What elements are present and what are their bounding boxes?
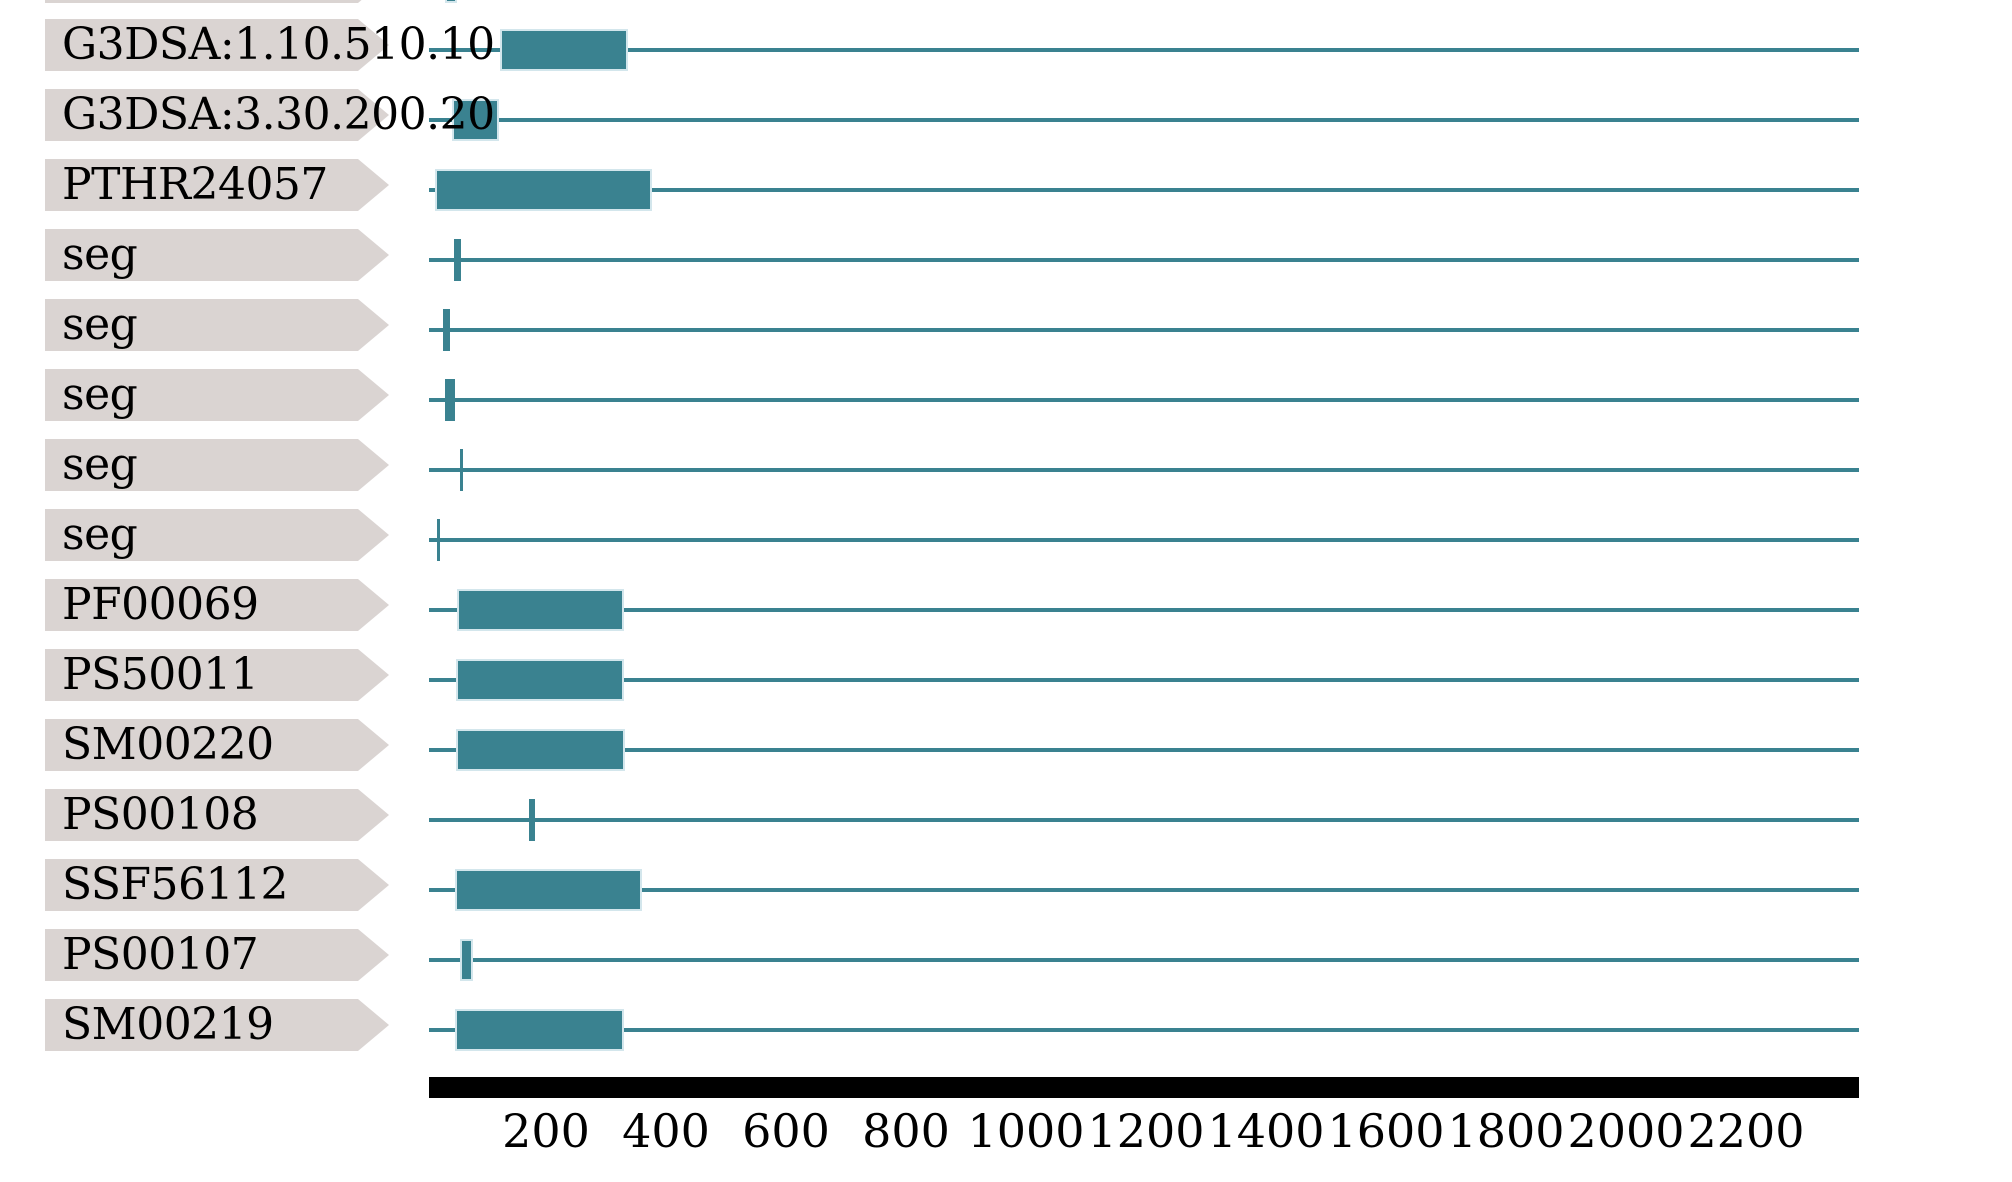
axis-tick-label: 1400 [1207, 1104, 1325, 1158]
feature-source-pill[interactable] [45, 579, 389, 631]
sequence-line [429, 888, 1859, 892]
axis-tick-label: 1000 [967, 1104, 1085, 1158]
feature-source-label: seg [62, 439, 138, 490]
feature-source-pill[interactable] [45, 0, 389, 3]
feature-box[interactable] [435, 169, 653, 211]
feature-source-label: PS50011 [62, 649, 259, 700]
axis-bar [429, 1077, 1859, 1098]
axis-tick-label: 1600 [1327, 1104, 1445, 1158]
feature-source-label: SSF56112 [62, 859, 289, 910]
feature-source-label: G3DSA:3.30.200.20 [62, 89, 495, 140]
feature-source-pill[interactable] [45, 999, 389, 1051]
feature-source-pill[interactable] [45, 649, 389, 701]
sequence-line [429, 118, 1859, 122]
feature-tick[interactable] [460, 449, 464, 491]
sequence-line [429, 48, 1859, 52]
feature-source-pill[interactable] [45, 509, 389, 561]
feature-source-pill[interactable] [45, 159, 389, 211]
feature-tick[interactable] [436, 519, 440, 561]
feature-box[interactable] [451, 99, 500, 141]
feature-source-pill[interactable] [45, 299, 389, 351]
sequence-line [429, 748, 1859, 752]
feature-box[interactable] [459, 939, 474, 981]
sequence-line [429, 468, 1859, 472]
sequence-line [429, 1028, 1859, 1032]
feature-source-label: SM00219 [62, 999, 274, 1050]
feature-source-pill[interactable] [45, 439, 389, 491]
sequence-line [429, 958, 1859, 962]
axis-tick-label: 400 [622, 1104, 710, 1158]
feature-source-pill[interactable] [45, 369, 389, 421]
sequence-line [429, 328, 1859, 332]
axis-tick-label: 2200 [1687, 1104, 1805, 1158]
feature-source-pill[interactable] [45, 719, 389, 771]
axis-tick-label: 1200 [1087, 1104, 1205, 1158]
sequence-line [429, 188, 1859, 192]
feature-source-pill[interactable] [45, 789, 389, 841]
feature-box[interactable] [454, 1009, 624, 1051]
feature-source-label: seg [62, 509, 138, 560]
feature-source-pill[interactable] [45, 89, 389, 141]
feature-source-pill[interactable] [45, 929, 389, 981]
feature-box[interactable] [456, 659, 624, 701]
axis-tick-label: 200 [502, 1104, 590, 1158]
axis-tick-label: 600 [742, 1104, 830, 1158]
sequence-line [429, 818, 1859, 822]
feature-source-pill[interactable] [45, 19, 389, 71]
feature-tick[interactable] [442, 309, 450, 351]
sequence-line [429, 608, 1859, 612]
feature-source-label: G3DSA:1.10.510.10 [62, 19, 495, 70]
axis-tick-label: 800 [862, 1104, 950, 1158]
feature-source-label: PTHR24057 [62, 159, 328, 210]
feature-box[interactable] [454, 869, 642, 911]
sequence-line [429, 678, 1859, 682]
feature-source-pill[interactable] [45, 859, 389, 911]
feature-box[interactable] [457, 589, 624, 631]
feature-source-label: PS00108 [62, 789, 259, 840]
feature-tick[interactable] [444, 379, 455, 421]
feature-source-label: seg [62, 299, 138, 350]
feature-tick[interactable] [528, 799, 535, 841]
feature-source-label: PF00069 [62, 579, 259, 630]
feature-source-label: SM00220 [62, 719, 274, 770]
axis-tick-label: 2000 [1567, 1104, 1685, 1158]
feature-source-label: PS00107 [62, 929, 259, 980]
feature-box[interactable] [456, 729, 625, 771]
feature-box[interactable] [500, 29, 628, 71]
feature-box[interactable] [444, 0, 457, 3]
sequence-line [429, 258, 1859, 262]
axis-tick-label: 1800 [1447, 1104, 1565, 1158]
feature-source-label: seg [62, 369, 138, 420]
sequence-line [429, 398, 1859, 402]
sequence-line [429, 538, 1859, 542]
feature-source-label: seg [62, 229, 138, 280]
feature-tick[interactable] [454, 239, 462, 281]
feature-source-pill[interactable] [45, 229, 389, 281]
